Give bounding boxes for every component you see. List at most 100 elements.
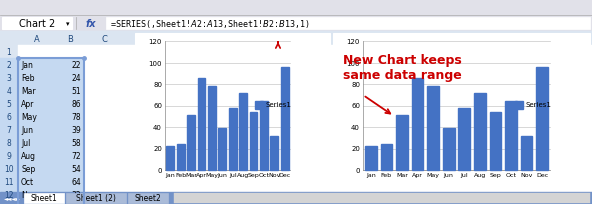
Bar <box>128 193 168 203</box>
Bar <box>564 123 592 136</box>
Text: 4: 4 <box>7 86 11 95</box>
Bar <box>404 72 444 85</box>
Bar <box>56 110 84 123</box>
Bar <box>244 59 284 72</box>
Text: 39: 39 <box>71 125 81 134</box>
Bar <box>484 188 524 201</box>
Bar <box>364 110 404 123</box>
Bar <box>0 46 18 59</box>
Bar <box>564 162 592 175</box>
Text: Chart 2: Chart 2 <box>19 19 55 29</box>
Bar <box>244 136 284 149</box>
Bar <box>164 149 204 162</box>
Bar <box>177 144 185 170</box>
Text: C: C <box>101 34 107 43</box>
Bar <box>564 149 592 162</box>
Bar <box>244 72 284 85</box>
Text: 60: 60 <box>153 103 162 109</box>
Text: Nov: Nov <box>520 172 533 177</box>
Bar <box>244 188 284 201</box>
Bar <box>284 110 324 123</box>
Bar <box>364 162 404 175</box>
Bar <box>0 98 18 110</box>
Text: Jan: Jan <box>165 172 175 177</box>
Text: May: May <box>427 172 440 177</box>
Bar <box>364 136 404 149</box>
Bar <box>18 32 56 46</box>
Text: 12: 12 <box>4 190 14 199</box>
Bar <box>444 32 484 46</box>
Text: G: G <box>260 34 267 43</box>
Text: J: J <box>383 34 385 43</box>
Bar <box>324 123 364 136</box>
Bar <box>0 0 592 32</box>
Bar <box>124 59 164 72</box>
Bar <box>18 149 56 162</box>
Bar <box>204 46 244 59</box>
Text: 24: 24 <box>72 74 81 83</box>
Bar <box>56 123 84 136</box>
Bar <box>18 110 56 123</box>
Bar <box>84 98 124 110</box>
Bar <box>444 162 484 175</box>
Bar <box>135 34 330 190</box>
Text: 58: 58 <box>72 138 81 147</box>
Text: Jun: Jun <box>444 172 453 177</box>
Bar <box>0 32 18 46</box>
Bar <box>524 98 564 110</box>
Bar <box>204 110 244 123</box>
Bar <box>484 175 524 188</box>
Text: 3: 3 <box>7 74 11 83</box>
Bar <box>364 188 404 201</box>
Text: =SERIES(,Sheet1!$A$2:$A$13,Sheet1!$B$2:$B$13,1): =SERIES(,Sheet1!$A$2:$A$13,Sheet1!$B$2:$… <box>110 18 310 30</box>
Bar <box>164 85 204 98</box>
Bar <box>204 136 244 149</box>
Bar <box>484 59 524 72</box>
Bar <box>244 149 284 162</box>
Bar <box>404 149 444 162</box>
Bar <box>124 188 164 201</box>
Bar <box>164 72 204 85</box>
Bar <box>84 123 124 136</box>
Text: 86: 86 <box>72 100 81 109</box>
Bar <box>427 87 439 170</box>
Bar <box>56 162 84 175</box>
Bar <box>124 162 164 175</box>
Bar <box>239 93 247 170</box>
Bar <box>164 98 204 110</box>
Bar <box>524 188 564 201</box>
Bar <box>404 123 444 136</box>
Bar <box>164 110 204 123</box>
Bar <box>444 136 484 149</box>
Bar <box>204 175 244 188</box>
Text: Feb: Feb <box>21 74 34 83</box>
Text: 40: 40 <box>153 124 162 130</box>
Bar <box>444 98 484 110</box>
Bar <box>324 98 364 110</box>
Bar <box>484 98 524 110</box>
Bar <box>404 59 444 72</box>
Bar <box>124 136 164 149</box>
Bar <box>404 98 444 110</box>
Text: 9: 9 <box>7 151 11 160</box>
Bar <box>444 123 484 136</box>
Bar <box>324 59 364 72</box>
Bar <box>524 46 564 59</box>
Text: H: H <box>301 34 307 43</box>
Bar <box>284 175 324 188</box>
Bar <box>324 110 364 123</box>
Bar <box>364 85 404 98</box>
Text: 22: 22 <box>72 61 81 70</box>
Bar <box>124 110 164 123</box>
Bar <box>524 162 564 175</box>
Bar <box>244 46 284 59</box>
Bar <box>324 85 364 98</box>
Text: Aug: Aug <box>474 172 486 177</box>
Text: Apr: Apr <box>412 172 423 177</box>
Bar <box>2 18 72 30</box>
Bar <box>18 98 56 110</box>
Text: ◄◄◄►: ◄◄◄► <box>4 196 21 201</box>
Bar <box>244 110 284 123</box>
Bar <box>124 46 164 59</box>
Bar <box>411 78 423 170</box>
